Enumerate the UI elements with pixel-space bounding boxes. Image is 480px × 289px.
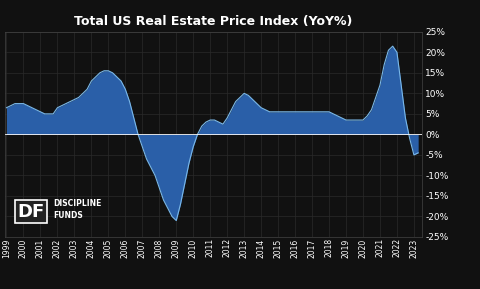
Text: DISCIPLINE
FUNDS: DISCIPLINE FUNDS: [53, 199, 101, 220]
Text: DF: DF: [17, 203, 45, 221]
Title: Total US Real Estate Price Index (YoY%): Total US Real Estate Price Index (YoY%): [74, 15, 353, 28]
